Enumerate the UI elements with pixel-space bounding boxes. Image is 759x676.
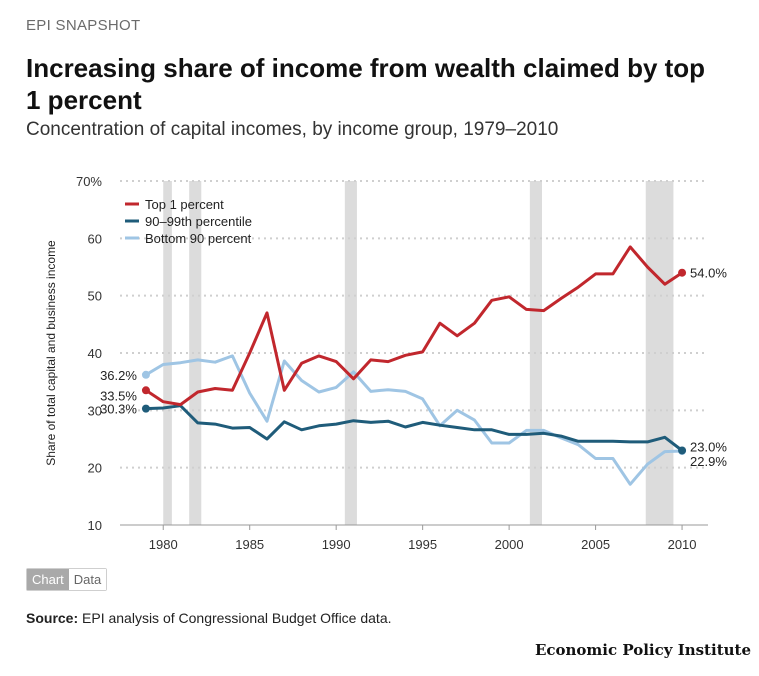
start-value-label: 36.2% (100, 368, 137, 383)
line-chart: 10 20 30 40 50 60 70% 1980 1985 1990 1995 2000 2005 2… (44, 174, 727, 552)
start-value-label: 30.3% (100, 402, 137, 417)
series-start-dot (141, 386, 150, 395)
chart-title: Increasing share of income from wealth c… (26, 53, 706, 115)
x-tick-label: 2005 (581, 537, 610, 552)
y-tick-label: 30 (88, 403, 102, 418)
x-tick-label: 2000 (495, 537, 524, 552)
recession-band (645, 181, 674, 525)
axes: 10 20 30 40 50 60 70% 1980 1985 1990 1995 2000 2005 2… (44, 174, 708, 552)
source-note: Source: EPI analysis of Congressional Bu… (26, 610, 392, 626)
tab-chart[interactable]: Chart (27, 569, 69, 590)
series-end-dot (678, 268, 687, 277)
start-value-label: 33.5% (100, 388, 137, 403)
legend-label: Bottom 90 percent (145, 231, 252, 246)
chart-subtitle: Concentration of capital incomes, by inc… (26, 119, 559, 140)
y-tick-label: 70% (76, 174, 102, 189)
y-tick-label: 60 (88, 231, 102, 246)
recession-band (163, 181, 172, 525)
series-start-dot (141, 370, 150, 379)
end-value-label: 54.0% (690, 266, 727, 281)
end-value-label: 22.9% (690, 454, 727, 469)
x-tick-label: 1980 (149, 537, 178, 552)
series-lines (141, 245, 687, 486)
y-tick-label: 40 (88, 346, 102, 361)
kicker: EPI SNAPSHOT (26, 17, 141, 34)
y-tick-label: 20 (88, 461, 102, 476)
x-tick-label: 1990 (322, 537, 351, 552)
legend-label: Top 1 percent (145, 197, 224, 212)
source-text: EPI analysis of Congressional Budget Off… (82, 610, 392, 626)
series-end-dot (678, 446, 687, 455)
brand-logo: Economic Policy Institute (534, 641, 751, 659)
series-line-0 (145, 245, 683, 407)
series-start-dot (141, 404, 150, 413)
y-axis-title: Share of total capital and business inco… (44, 240, 58, 466)
y-tick-label: 50 (88, 289, 102, 304)
x-tick-label: 1985 (235, 537, 264, 552)
series-line-1 (145, 404, 684, 452)
series-line-2 (145, 354, 683, 486)
legend-label: 90–99th percentile (145, 214, 252, 229)
x-tick-label: 2010 (668, 537, 697, 552)
data-labels: 33.5%30.3% 36.2% 54.0% 23.0%22.9% (100, 266, 727, 469)
x-tick-label: 1995 (408, 537, 437, 552)
y-tick-label: 10 (88, 518, 102, 533)
view-tabs: Chart Data (26, 568, 108, 591)
tab-data[interactable]: Data (68, 569, 107, 590)
recession-band (344, 181, 357, 525)
recession-bars (163, 181, 674, 525)
recession-band (189, 181, 202, 525)
end-value-label: 23.0% (690, 439, 727, 454)
source-label: Source: (26, 610, 79, 626)
legend: Top 1 percent 90–99th percentile Bottom 90… (125, 197, 252, 246)
